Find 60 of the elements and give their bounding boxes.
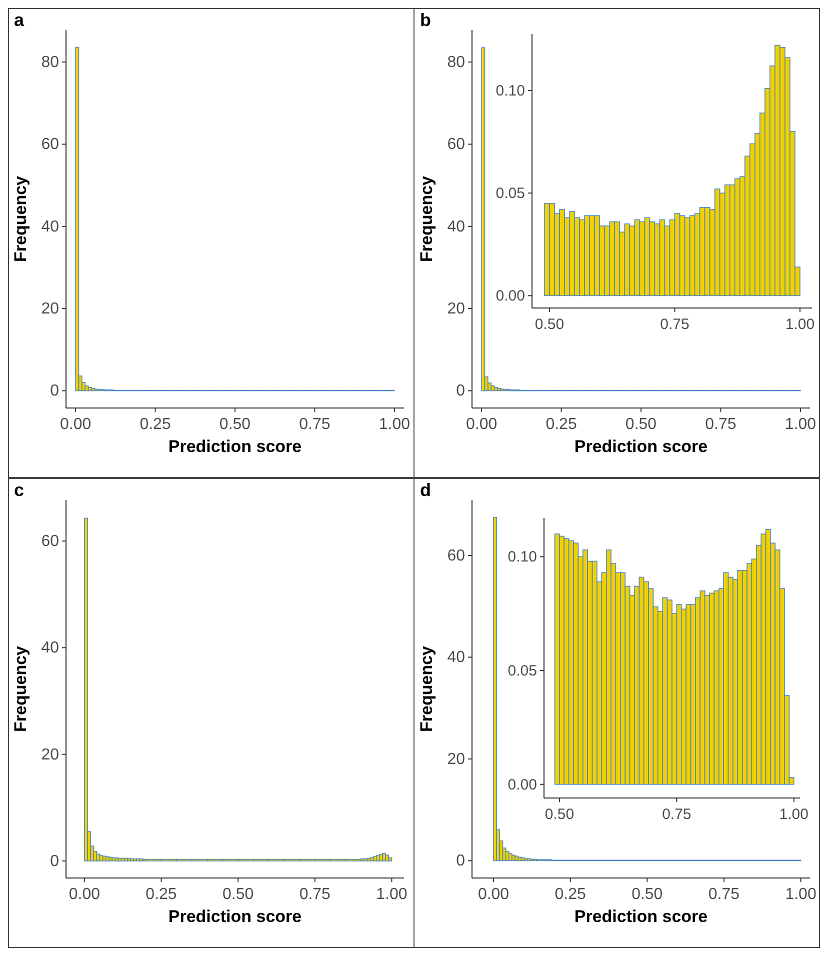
y-tick-label: 80 (41, 54, 60, 72)
x-tick-label: 1.00 (378, 416, 410, 433)
y-axis-title: Frequency (11, 175, 30, 262)
chart-title: d (420, 480, 431, 500)
y-tick-label: 0.10 (496, 82, 525, 100)
chart-title: b (420, 10, 431, 30)
x-tick-label: 1.00 (376, 886, 408, 903)
chart-title: c (14, 480, 24, 500)
y-tick-label: 60 (41, 136, 60, 154)
y-tick-label: 60 (41, 533, 60, 550)
x-tick-label: 0.75 (662, 806, 692, 823)
x-tick-label: 0.50 (534, 316, 564, 333)
y-tick-label: 20 (41, 746, 60, 764)
y-tick-label: 0.00 (496, 288, 525, 305)
y-tick-label: 0.00 (508, 776, 537, 794)
x-tick-label: 0.75 (299, 886, 331, 903)
y-tick-label: 40 (41, 218, 60, 236)
x-tick-label: 0.75 (708, 886, 740, 903)
y-tick-label: 0.05 (508, 662, 537, 680)
y-tick-label: 40 (447, 649, 466, 666)
y-tick-label: 0 (50, 852, 60, 870)
y-tick-label: 0.10 (508, 548, 537, 566)
y-tick-label: 20 (447, 300, 466, 318)
x-axis-title: Prediction score (168, 907, 302, 926)
x-tick-label: 1.00 (785, 316, 815, 333)
x-tick-label: 0.75 (299, 416, 330, 433)
y-tick-label: 0 (456, 382, 466, 400)
y-tick-label: 0 (50, 382, 60, 400)
x-tick-label: 0.50 (544, 806, 574, 823)
y-axis-title: Frequency (417, 175, 436, 262)
x-tick-label: 0.25 (554, 886, 586, 903)
y-tick-label: 40 (447, 218, 466, 236)
x-tick-label: 0.25 (546, 416, 577, 433)
x-axis-title: Prediction score (168, 437, 302, 456)
x-axis-title: Prediction score (574, 907, 708, 926)
x-tick-label: 1.00 (784, 416, 816, 433)
y-tick-label: 60 (447, 547, 466, 564)
y-tick-label: 0 (456, 852, 466, 870)
x-tick-label: 0.75 (705, 416, 736, 433)
y-axis-title: Frequency (417, 645, 436, 732)
x-tick-label: 0.50 (219, 416, 251, 433)
x-tick-label: 0.25 (140, 416, 171, 433)
x-tick-label: 1.00 (785, 886, 816, 903)
x-tick-label: 0.00 (478, 886, 510, 903)
x-tick-label: 0.50 (632, 886, 663, 903)
x-axis-title: Prediction score (574, 437, 708, 456)
x-tick-label: 0.50 (625, 416, 657, 433)
y-tick-label: 20 (447, 750, 466, 768)
y-tick-label: 40 (41, 640, 60, 657)
y-tick-label: 60 (447, 136, 466, 154)
y-tick-label: 20 (41, 300, 60, 318)
y-tick-label: 0.05 (496, 185, 525, 202)
x-tick-label: 0.00 (68, 886, 100, 903)
chart-title: a (14, 10, 25, 30)
x-tick-label: 1.00 (779, 806, 809, 823)
x-tick-label: 0.50 (222, 886, 254, 903)
x-tick-label: 0.75 (660, 316, 690, 333)
x-tick-label: 0.25 (146, 886, 177, 903)
y-axis-title: Frequency (11, 645, 30, 732)
y-tick-label: 80 (447, 54, 466, 72)
